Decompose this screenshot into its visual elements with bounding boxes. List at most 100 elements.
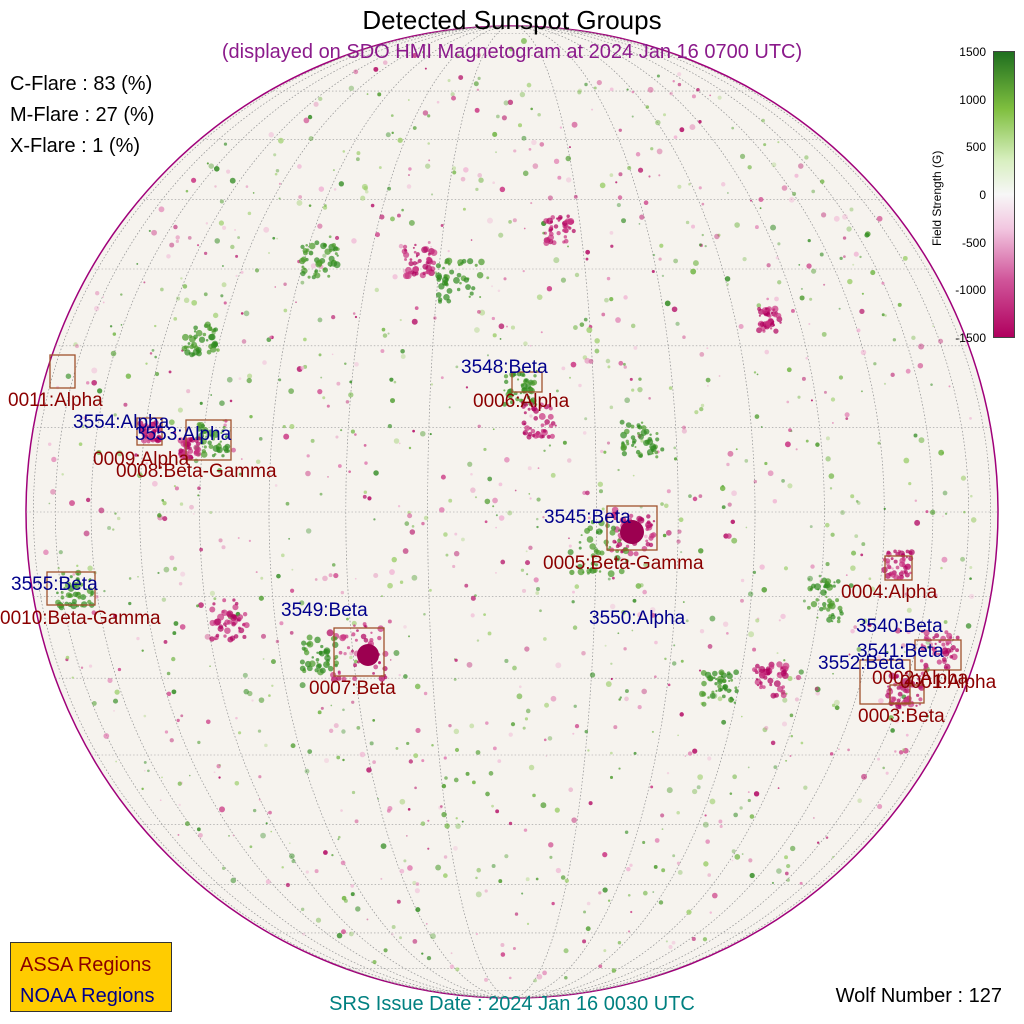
- active-region-speck: [352, 676, 358, 682]
- positive-field-speck: [308, 204, 312, 207]
- active-region-speck: [182, 333, 189, 341]
- active-region-speck: [218, 624, 224, 630]
- active-region-speck: [336, 247, 340, 251]
- active-region-speck: [621, 451, 627, 457]
- active-region-speck: [320, 242, 327, 250]
- negative-field-speck: [555, 662, 562, 669]
- positive-field-speck: [426, 955, 432, 961]
- negative-field-speck: [237, 537, 240, 540]
- positive-field-speck: [617, 940, 622, 945]
- positive-field-speck: [268, 252, 270, 254]
- positive-field-speck: [908, 482, 912, 486]
- negative-field-speck: [234, 229, 236, 231]
- active-region-speck: [306, 634, 313, 641]
- negative-field-speck: [303, 117, 310, 124]
- positive-field-speck: [587, 749, 590, 752]
- negative-field-speck: [205, 719, 211, 725]
- active-region-speck: [556, 230, 561, 236]
- positive-field-speck: [677, 184, 682, 189]
- negative-field-speck: [611, 576, 615, 580]
- active-region-speck: [471, 286, 476, 291]
- negative-field-speck: [905, 733, 909, 737]
- negative-field-speck: [707, 756, 712, 761]
- positive-field-speck: [414, 683, 421, 690]
- positive-field-speck: [604, 644, 607, 647]
- positive-field-speck: [212, 312, 219, 319]
- negative-field-speck: [609, 603, 616, 610]
- active-region-speck: [299, 659, 305, 665]
- negative-field-speck: [706, 347, 709, 350]
- active-region-speck: [722, 684, 729, 690]
- negative-field-speck: [367, 496, 372, 501]
- positive-field-speck: [661, 868, 666, 873]
- positive-field-speck: [219, 400, 225, 407]
- active-region-speck: [769, 683, 773, 687]
- active-region-speck: [564, 228, 569, 234]
- active-region-speck: [549, 433, 555, 439]
- negative-field-speck: [748, 858, 753, 863]
- negative-field-speck: [808, 322, 811, 325]
- negative-field-speck: [524, 646, 530, 652]
- positive-field-speck: [391, 925, 396, 929]
- negative-field-speck: [764, 349, 770, 355]
- negative-field-speck: [570, 361, 577, 368]
- active-region-speck: [71, 598, 77, 604]
- negative-field-speck: [389, 659, 392, 661]
- active-region-speck: [619, 419, 625, 425]
- positive-field-speck: [802, 599, 806, 603]
- negative-field-speck: [427, 847, 430, 850]
- active-region-speck: [563, 235, 568, 239]
- negative-field-speck: [327, 475, 329, 478]
- negative-field-speck: [647, 86, 654, 93]
- active-region-speck: [780, 692, 787, 699]
- negative-field-speck: [51, 456, 57, 463]
- negative-field-speck: [149, 352, 153, 355]
- active-region-speck: [215, 633, 220, 638]
- active-region-speck: [201, 426, 209, 434]
- positive-field-speck: [932, 325, 934, 327]
- positive-field-speck: [902, 748, 906, 752]
- positive-field-speck: [356, 151, 361, 156]
- positive-field-speck: [676, 811, 680, 815]
- positive-field-speck: [257, 729, 262, 733]
- positive-field-speck: [390, 216, 395, 222]
- active-region-speck: [815, 598, 819, 602]
- positive-field-speck: [332, 169, 335, 172]
- negative-field-speck: [91, 367, 98, 374]
- active-region-speck: [728, 679, 731, 682]
- negative-field-speck: [545, 755, 548, 757]
- negative-field-speck: [658, 257, 662, 261]
- negative-field-speck: [275, 639, 280, 644]
- negative-field-speck: [166, 691, 172, 697]
- positive-field-speck: [243, 688, 249, 695]
- positive-field-speck: [120, 324, 123, 326]
- positive-field-speck: [299, 682, 306, 689]
- negative-field-speck: [730, 519, 736, 525]
- negative-field-speck: [529, 414, 533, 418]
- negative-field-speck: [637, 705, 642, 710]
- negative-field-speck: [164, 730, 169, 734]
- negative-field-speck: [924, 676, 929, 681]
- positive-field-speck: [892, 338, 897, 342]
- assa-region-label: 0001:Alpha: [900, 672, 997, 693]
- positive-field-speck: [881, 313, 885, 317]
- active-region-speck: [620, 550, 624, 554]
- positive-field-speck: [408, 219, 415, 226]
- negative-field-speck: [585, 257, 589, 261]
- active-region-speck: [553, 224, 559, 229]
- active-region-speck: [714, 681, 718, 686]
- active-region-speck: [469, 291, 474, 296]
- positive-field-speck: [427, 142, 430, 145]
- positive-field-speck: [861, 292, 864, 295]
- negative-field-speck: [539, 142, 545, 147]
- positive-field-speck: [831, 703, 836, 708]
- negative-field-speck: [906, 629, 911, 635]
- negative-field-speck: [354, 433, 357, 436]
- active-region-speck: [527, 431, 533, 437]
- negative-field-speck: [452, 564, 456, 569]
- positive-field-speck: [731, 849, 736, 854]
- negative-field-speck: [486, 217, 493, 224]
- negative-field-speck: [359, 751, 366, 758]
- positive-field-speck: [317, 710, 322, 715]
- active-region-speck: [305, 243, 309, 247]
